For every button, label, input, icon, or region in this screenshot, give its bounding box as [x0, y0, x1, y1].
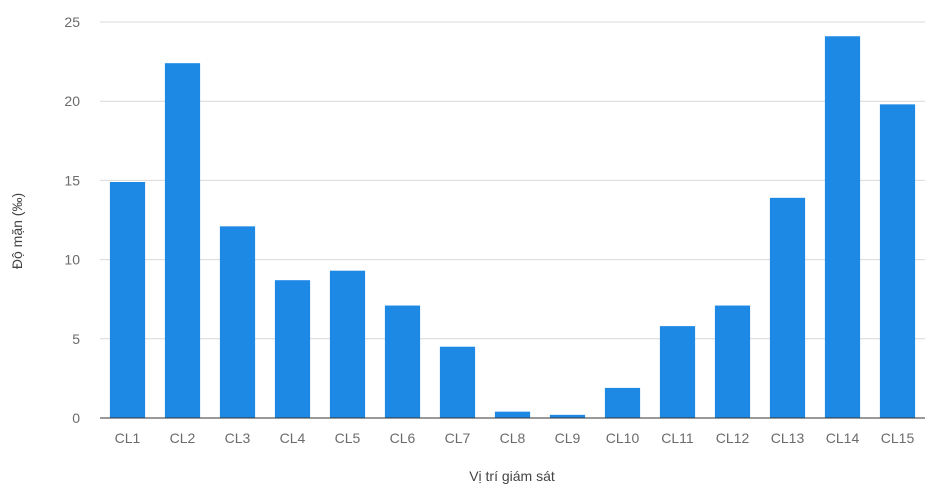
- bar-cl7: [439, 346, 476, 418]
- x-tick-label: CL1: [115, 430, 141, 446]
- x-axis-ticks: CL1 CL2 CL3 CL4 CL5 CL6 CL7 CL8 CL9 CL10 CL11 CL12 C…: [115, 430, 915, 446]
- x-tick-label: CL6: [390, 430, 416, 446]
- bar-cl4: [274, 280, 311, 418]
- bar-cl13: [769, 197, 806, 418]
- x-tick-label: CL8: [500, 430, 526, 446]
- x-tick-label: CL14: [826, 430, 860, 446]
- bar-cl1: [109, 181, 146, 418]
- bar-cl2: [164, 63, 201, 419]
- bar-cl10: [604, 387, 641, 418]
- y-tick-label: 20: [64, 93, 80, 109]
- x-tick-label: CL9: [555, 430, 581, 446]
- y-tick-label: 25: [64, 14, 80, 30]
- x-tick-label: CL2: [170, 430, 196, 446]
- x-tick-label: CL4: [280, 430, 306, 446]
- x-tick-label: CL12: [716, 430, 750, 446]
- y-axis-title: Độ mặn (‰): [9, 193, 25, 269]
- bar-cl9: [549, 414, 586, 418]
- x-tick-label: CL15: [881, 430, 915, 446]
- x-tick-label: CL7: [445, 430, 471, 446]
- x-tick-label: CL11: [661, 430, 694, 446]
- bar-cl15: [879, 104, 916, 419]
- y-tick-label: 5: [72, 331, 80, 347]
- bar-cl12: [714, 305, 751, 418]
- y-tick-label: 15: [64, 172, 80, 188]
- bars: [109, 36, 916, 419]
- y-axis-ticks: 0 5 10 15 20 25: [64, 14, 80, 426]
- bar-cl8: [494, 411, 531, 418]
- bar-cl5: [329, 270, 366, 418]
- bar-cl14: [824, 36, 861, 418]
- x-tick-label: CL5: [335, 430, 361, 446]
- bar-cl6: [384, 305, 421, 418]
- x-axis-title: Vị trí giám sát: [469, 468, 555, 484]
- y-tick-label: 10: [64, 252, 80, 268]
- x-tick-label: CL13: [771, 430, 805, 446]
- y-tick-label: 0: [72, 410, 80, 426]
- bar-cl11: [659, 326, 696, 418]
- x-tick-label: CL10: [606, 430, 640, 446]
- bar-cl3: [219, 226, 256, 418]
- x-tick-label: CL3: [225, 430, 251, 446]
